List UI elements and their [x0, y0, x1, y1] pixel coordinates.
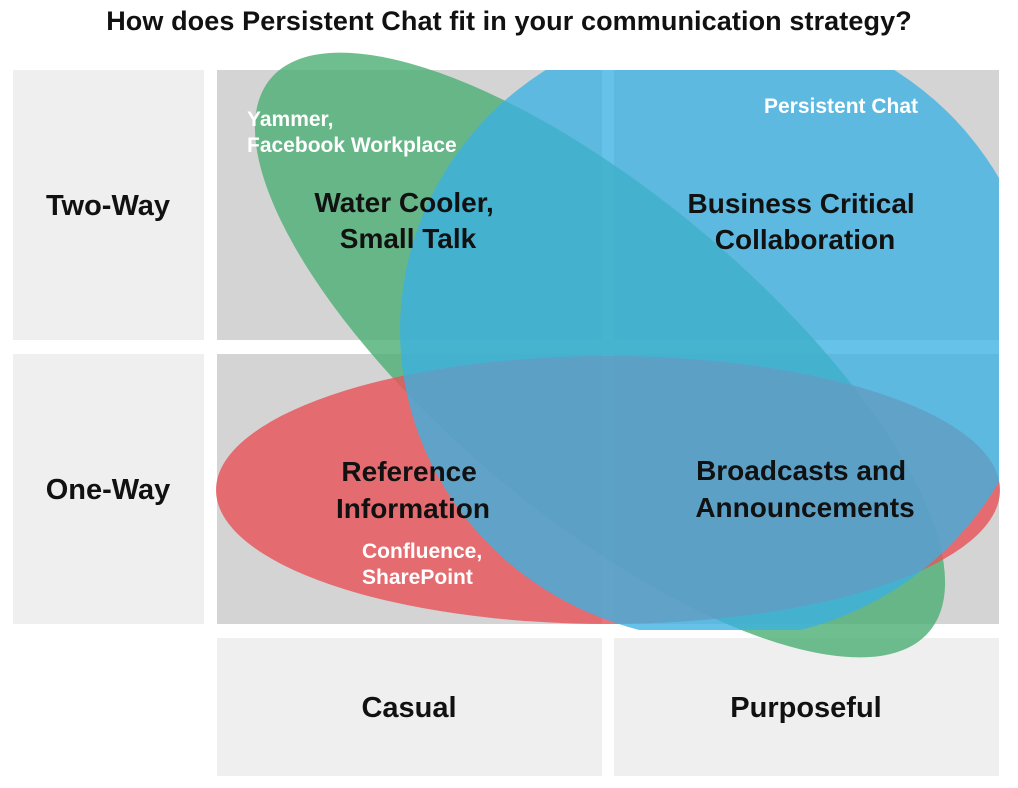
quadrant-label-water-cooler: Water Cooler, Small Talk	[314, 187, 501, 254]
quadrant-label-water-cooler-line2: Small Talk	[340, 223, 477, 254]
tool-label-persistent-chat: Persistent Chat	[764, 95, 918, 118]
row-label-one-way: One-Way	[46, 474, 171, 506]
diagram-title: How does Persistent Chat fit in your com…	[106, 6, 912, 36]
quadrant-label-business-critical-line1: Business Critical	[688, 188, 915, 219]
tool-label-confluence: Confluence, SharePoint	[362, 540, 488, 589]
tool-label-yammer: Yammer, Facebook Workplace	[247, 108, 457, 157]
quadrant-label-reference-information-line1: Reference	[341, 456, 476, 487]
quadrant-label-reference-information-line2: Information	[336, 493, 490, 524]
row-label-two-way: Two-Way	[46, 190, 170, 222]
quadrant-label-reference-information: Reference Information	[336, 456, 490, 524]
quadrant-label-water-cooler-line1: Water Cooler,	[314, 187, 493, 218]
tool-label-yammer-line1: Yammer,	[247, 108, 333, 131]
column-label-cell-purposeful	[614, 638, 999, 776]
quadrant-label-business-critical-line2: Collaboration	[715, 224, 895, 255]
quadrant-label-broadcasts-line2: Announcements	[695, 492, 914, 523]
quadrant-label-business-critical: Business Critical Collaboration	[688, 188, 923, 255]
quadrant-label-broadcasts-line1: Broadcasts and	[696, 455, 906, 486]
column-label-cell-casual	[217, 638, 602, 776]
column-label-casual: Casual	[361, 692, 456, 724]
tool-label-confluence-line2: SharePoint	[362, 566, 473, 589]
blue-ellipse-persistent-chat	[400, 70, 999, 630]
row-label-cell-two-way	[13, 70, 204, 340]
tool-label-yammer-line2: Facebook Workplace	[247, 134, 457, 157]
quadrant-label-broadcasts: Broadcasts and Announcements	[695, 455, 914, 523]
tool-label-confluence-line1: Confluence,	[362, 540, 482, 563]
row-label-cell-one-way	[13, 354, 204, 624]
column-label-purposeful: Purposeful	[730, 692, 881, 724]
